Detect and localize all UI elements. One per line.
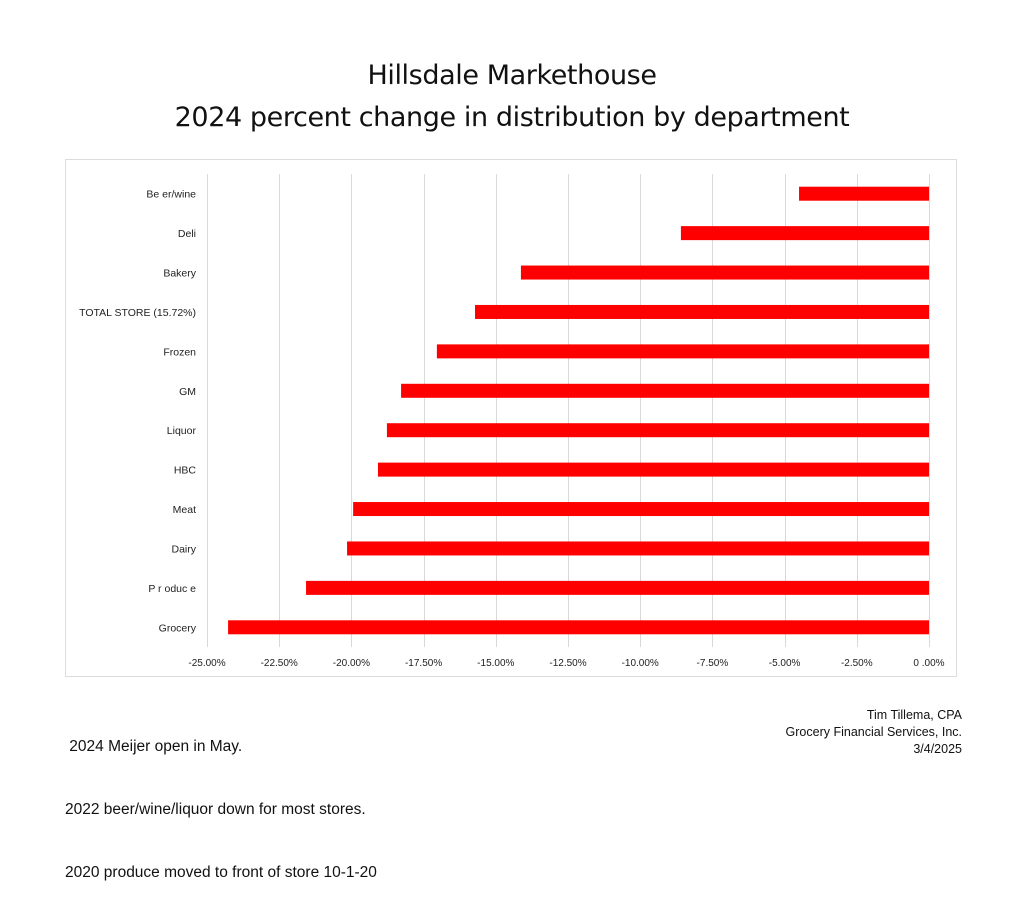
- x-tick-label: -7.50%: [697, 658, 729, 669]
- category-label: Grocery: [159, 622, 197, 634]
- bar: [347, 541, 929, 556]
- chart-title-line-2: 2024 percent change in distribution by d…: [174, 102, 850, 133]
- credit-company: Grocery Financial Services, Inc.: [785, 725, 962, 739]
- x-tick-label: -5.00%: [769, 658, 801, 669]
- bar: [436, 344, 929, 359]
- note-line: 2022 beer/wine/liquor down for most stor…: [65, 801, 366, 818]
- bar: [401, 383, 929, 398]
- gridlines: [207, 174, 930, 647]
- x-tick-label: -15.00%: [477, 658, 514, 669]
- credit-author: Tim Tillema, CPA: [866, 708, 962, 722]
- category-label: TOTAL STORE (15.72%): [79, 307, 196, 319]
- category-label: Deli: [178, 228, 196, 240]
- chart-title-line-1: Hillsdale Markethouse: [367, 60, 657, 91]
- x-axis-tick-labels: -25.00% -22.50% -20.00% -17.50% -15.00% -12.5…: [188, 658, 944, 669]
- bar: [680, 226, 929, 241]
- category-label: Be er/wine: [146, 189, 196, 201]
- category-label: HBC: [174, 465, 197, 477]
- x-tick-label: -17.50%: [405, 658, 442, 669]
- x-tick-label: -2.50%: [841, 658, 873, 669]
- bar: [475, 304, 929, 319]
- bar: [377, 462, 929, 477]
- bar-chart: Be er/wine Deli Bakery TOTAL STORE (15.72%)…: [79, 174, 945, 669]
- category-label: Dairy: [171, 543, 196, 555]
- x-tick-label: 0 .00%: [913, 658, 944, 669]
- category-label: Bakery: [163, 268, 196, 280]
- category-label: Meat: [173, 504, 196, 516]
- bar: [799, 186, 929, 201]
- author-credit: Tim Tillema, CPA Grocery Financial Servi…: [786, 707, 962, 758]
- bar: [520, 265, 929, 280]
- bar: [386, 423, 930, 438]
- bars: [228, 186, 930, 635]
- credit-date: 3/4/2025: [913, 742, 962, 756]
- category-label: P r oduc e: [148, 583, 196, 595]
- x-tick-label: -22.50%: [261, 658, 298, 669]
- category-label: Frozen: [163, 346, 196, 358]
- x-tick-label: -20.00%: [333, 658, 370, 669]
- x-tick-label: -10.00%: [622, 658, 659, 669]
- note-line: 2020 produce moved to front of store 10-…: [65, 864, 377, 881]
- footer-notes: 2024 Meijer open in May. 2022 beer/wine/…: [65, 694, 377, 904]
- bar: [353, 502, 929, 517]
- category-label: Liquor: [167, 425, 197, 437]
- note-line: 2024 Meijer open in May.: [65, 738, 243, 755]
- y-axis-labels: Be er/wine Deli Bakery TOTAL STORE (15.72%)…: [79, 189, 197, 635]
- x-tick-label: -25.00%: [188, 658, 225, 669]
- bar: [306, 580, 929, 595]
- category-label: GM: [179, 386, 196, 398]
- bar: [228, 620, 929, 635]
- x-tick-label: -12.50%: [549, 658, 586, 669]
